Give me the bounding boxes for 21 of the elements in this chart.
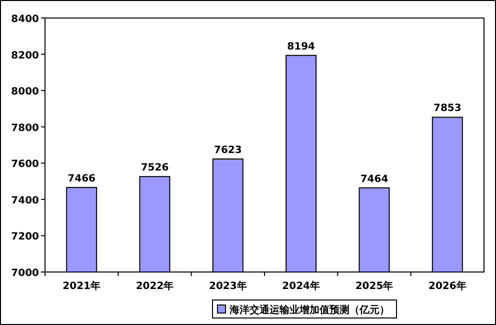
y-tick-label: 7800 (11, 122, 40, 134)
data-label: 8194 (287, 41, 316, 52)
y-tick-label: 7400 (11, 195, 40, 206)
data-label: 7623 (214, 144, 242, 156)
x-tick-label: 2025年 (355, 280, 394, 292)
y-tick-label: 8000 (11, 86, 40, 98)
data-label: 7464 (360, 174, 388, 185)
y-tick-label: 8200 (11, 50, 40, 62)
legend-label: 海洋交通运输业增加值预测（亿元） (228, 304, 390, 316)
data-label: 7853 (433, 103, 462, 114)
x-tick-label: 2024年 (282, 280, 320, 292)
y-tick-label: 7600 (11, 159, 40, 170)
x-tick-label: 2021年 (62, 280, 101, 292)
y-tick-label: 7000 (11, 268, 40, 279)
x-tick-label: 2023年 (208, 280, 247, 292)
x-tick-label: 2026年 (428, 280, 466, 292)
y-tick-label: 8400 (11, 14, 40, 25)
data-label: 7466 (68, 173, 96, 184)
x-tick-label: 2022年 (136, 280, 174, 292)
data-label: 7526 (140, 162, 169, 174)
y-tick-label: 7200 (11, 232, 40, 243)
